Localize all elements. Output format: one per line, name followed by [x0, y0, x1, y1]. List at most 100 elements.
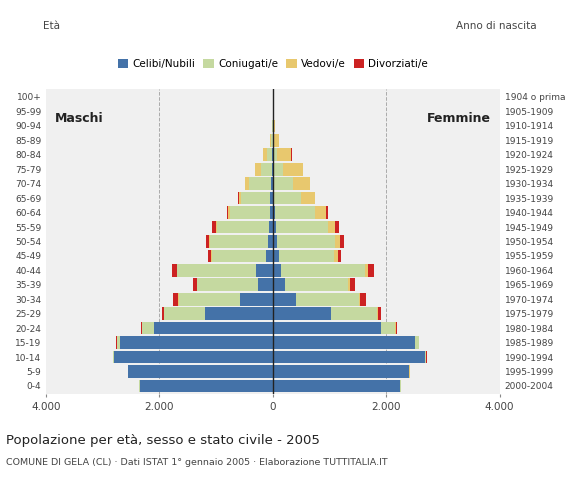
Bar [368, 264, 374, 276]
Bar [272, 120, 273, 132]
Bar [230, 206, 270, 219]
Text: COMUNE DI GELA (CL) · Dati ISTAT 1° gennaio 2005 · Elaborazione TUTTITALIA.IT: COMUNE DI GELA (CL) · Dati ISTAT 1° genn… [6, 458, 387, 468]
Bar [380, 322, 396, 335]
Bar [216, 221, 217, 233]
Bar [205, 307, 273, 320]
Bar [274, 177, 293, 190]
Bar [425, 351, 426, 363]
Bar [128, 365, 273, 378]
Bar [277, 235, 335, 248]
Bar [266, 250, 273, 262]
Bar [335, 235, 340, 248]
Bar [273, 120, 275, 132]
Bar [338, 250, 341, 262]
Bar [282, 163, 303, 176]
Bar [177, 264, 256, 276]
Bar [378, 307, 381, 320]
Bar [273, 221, 275, 233]
Bar [270, 134, 271, 147]
Bar [270, 192, 273, 204]
Bar [285, 278, 348, 291]
Bar [273, 336, 415, 349]
Bar [293, 177, 310, 190]
Bar [268, 235, 273, 248]
Bar [113, 351, 114, 363]
Bar [281, 264, 365, 276]
Bar [120, 336, 273, 349]
Bar [143, 322, 154, 335]
Bar [173, 293, 179, 306]
Bar [274, 192, 300, 204]
Bar [350, 278, 354, 291]
Bar [249, 177, 271, 190]
Bar [273, 134, 274, 147]
Text: Età: Età [44, 21, 60, 31]
Bar [272, 163, 273, 176]
Bar [179, 293, 240, 306]
Bar [241, 192, 270, 204]
Bar [278, 250, 334, 262]
Bar [273, 163, 282, 176]
Bar [209, 235, 210, 248]
Bar [164, 307, 205, 320]
Bar [227, 206, 229, 219]
Bar [331, 307, 377, 320]
Bar [273, 293, 296, 306]
Bar [334, 250, 338, 262]
Bar [210, 235, 268, 248]
Bar [154, 322, 273, 335]
Text: Maschi: Maschi [55, 112, 103, 125]
Bar [245, 177, 249, 190]
Bar [328, 221, 335, 233]
Bar [340, 235, 343, 248]
Bar [114, 351, 273, 363]
Text: Femmine: Femmine [427, 112, 491, 125]
Bar [271, 177, 273, 190]
Bar [377, 307, 378, 320]
Bar [360, 293, 366, 306]
Bar [229, 206, 230, 219]
Bar [415, 336, 419, 349]
Bar [273, 322, 380, 335]
Bar [273, 278, 285, 291]
Bar [348, 278, 350, 291]
Bar [273, 351, 425, 363]
Bar [212, 250, 266, 262]
Bar [212, 221, 216, 233]
Bar [117, 336, 120, 349]
Bar [273, 148, 277, 161]
Bar [263, 148, 267, 161]
Bar [273, 380, 400, 392]
Bar [273, 365, 409, 378]
Bar [172, 264, 177, 276]
Bar [296, 293, 359, 306]
Bar [140, 380, 273, 392]
Bar [275, 206, 315, 219]
Bar [255, 163, 260, 176]
Bar [277, 148, 291, 161]
Bar [270, 206, 273, 219]
Bar [240, 293, 273, 306]
Bar [273, 307, 331, 320]
Bar [269, 221, 273, 233]
Bar [271, 134, 273, 147]
Bar [326, 206, 328, 219]
Bar [208, 250, 211, 262]
Bar [273, 177, 274, 190]
Text: Anno di nascita: Anno di nascita [456, 21, 536, 31]
Text: Popolazione per età, sesso e stato civile - 2005: Popolazione per età, sesso e stato civil… [6, 434, 320, 447]
Bar [162, 307, 164, 320]
Bar [260, 163, 272, 176]
Bar [193, 278, 197, 291]
Bar [256, 264, 273, 276]
Bar [273, 206, 275, 219]
Bar [274, 134, 279, 147]
Bar [273, 250, 278, 262]
Bar [396, 322, 397, 335]
Bar [273, 192, 274, 204]
Bar [205, 235, 209, 248]
Bar [276, 221, 328, 233]
Bar [217, 221, 269, 233]
Bar [359, 293, 360, 306]
Bar [315, 206, 326, 219]
